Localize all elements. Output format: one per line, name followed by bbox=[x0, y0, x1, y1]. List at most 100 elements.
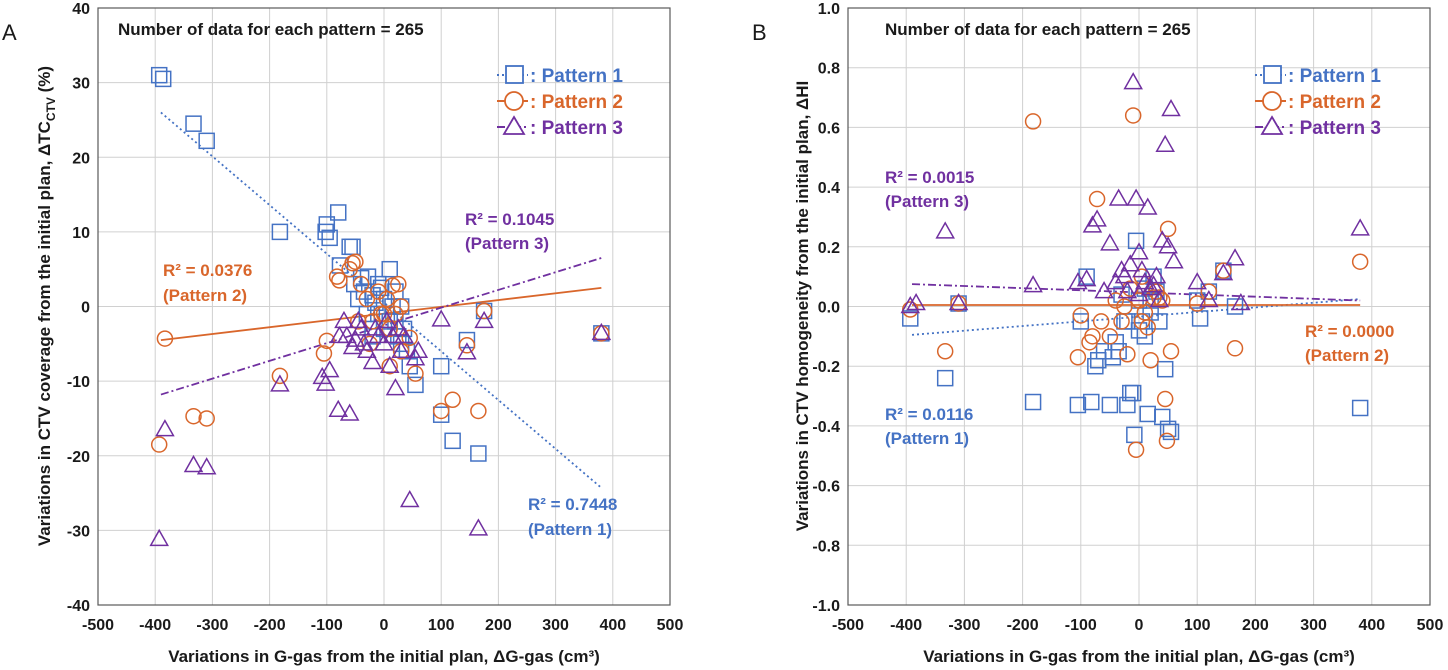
panel-label-a: A bbox=[2, 20, 17, 45]
data-point-pattern-1 bbox=[329, 204, 347, 221]
r2-pattern-label-pattern-1: (Pattern 1) bbox=[528, 520, 612, 539]
legend-triangle-marker-icon bbox=[502, 115, 526, 135]
x-tick-label: -400 bbox=[890, 617, 922, 634]
legend-b: : Pattern 1 : Pattern 2 : Pattern 3 bbox=[1255, 65, 1381, 139]
data-point-pattern-3 bbox=[345, 329, 366, 347]
data-point-pattern-3 bbox=[334, 310, 354, 329]
data-point-pattern-2 bbox=[1139, 319, 1156, 336]
data-point-pattern-3 bbox=[1105, 272, 1126, 290]
data-point-pattern-1 bbox=[1101, 396, 1119, 414]
legend-square-marker-icon bbox=[505, 65, 524, 84]
chart-panel-b: B -500 -400 -300 -200 -100 0 100 200 300 400 500 -… bbox=[752, 1, 1443, 666]
data-point-pattern-3 bbox=[935, 221, 955, 239]
data-point-pattern-3 bbox=[319, 360, 340, 378]
y-tick-label: -30 bbox=[67, 523, 90, 540]
trendline-pattern-1 bbox=[160, 111, 602, 489]
data-point-pattern-2 bbox=[1162, 343, 1180, 360]
data-point-pattern-1 bbox=[1126, 426, 1143, 444]
data-point-pattern-2 bbox=[271, 367, 289, 385]
x-tick-label: 200 bbox=[1242, 617, 1269, 634]
y-tick-label: -0.8 bbox=[812, 538, 840, 555]
data-point-pattern-1 bbox=[1154, 408, 1171, 426]
data-point-pattern-3 bbox=[1076, 269, 1097, 287]
data-point-pattern-2 bbox=[344, 254, 361, 272]
y-tick-label: 0.4 bbox=[818, 180, 840, 197]
data-point-pattern-3 bbox=[1087, 209, 1107, 227]
x-tick-label: 400 bbox=[599, 617, 626, 634]
data-point-pattern-3 bbox=[339, 403, 360, 421]
data-point-pattern-3 bbox=[183, 454, 204, 473]
data-point-pattern-2 bbox=[1158, 432, 1176, 450]
data-point-pattern-2 bbox=[390, 275, 407, 293]
data-point-pattern-2 bbox=[331, 272, 348, 289]
data-point-pattern-3 bbox=[328, 399, 349, 417]
data-point-pattern-3 bbox=[385, 378, 406, 396]
data-point-pattern-3 bbox=[457, 342, 477, 360]
data-point-pattern-1 bbox=[185, 115, 202, 132]
data-point-pattern-1 bbox=[150, 66, 168, 84]
x-tick-label: 200 bbox=[485, 617, 512, 634]
data-point-pattern-3 bbox=[1100, 233, 1120, 251]
data-point-pattern-2 bbox=[1188, 295, 1206, 312]
data-point-pattern-3 bbox=[315, 373, 336, 391]
r2-label-pattern-1: R² = 0.0116 bbox=[885, 405, 973, 424]
data-point-pattern-3 bbox=[155, 419, 175, 437]
data-point-pattern-3 bbox=[196, 457, 217, 475]
r2-label-pattern-2: R² = 0.0376 bbox=[163, 261, 252, 280]
data-point-pattern-3 bbox=[1123, 72, 1143, 90]
data-point-pattern-2 bbox=[347, 253, 364, 270]
data-point-pattern-3 bbox=[408, 340, 429, 359]
y-tick-label: -0.4 bbox=[812, 419, 840, 436]
x-tick-label: -100 bbox=[311, 617, 343, 634]
data-point-pattern-1 bbox=[1151, 313, 1168, 330]
data-point-pattern-3 bbox=[1082, 215, 1103, 233]
data-point-pattern-3 bbox=[591, 322, 612, 341]
data-point-pattern-3 bbox=[1143, 275, 1164, 293]
data-point-pattern-3 bbox=[1126, 188, 1146, 206]
data-point-pattern-3 bbox=[1158, 236, 1178, 254]
data-point-pattern-1 bbox=[407, 376, 424, 394]
data-point-pattern-3 bbox=[1231, 292, 1251, 311]
data-point-pattern-3 bbox=[149, 528, 169, 547]
data-point-pattern-1 bbox=[1139, 405, 1156, 423]
r2-label-pattern-2: R² = 0.0000 bbox=[1305, 322, 1394, 341]
data-point-pattern-2 bbox=[407, 365, 424, 382]
y-tick-label: -40 bbox=[67, 598, 90, 615]
data-point-pattern-1 bbox=[1226, 298, 1244, 315]
data-point-pattern-3 bbox=[1094, 281, 1114, 299]
y-axis-title-b: Variations in CTV homogeneity from the i… bbox=[793, 81, 812, 532]
x-tick-label: -200 bbox=[254, 617, 286, 634]
data-point-pattern-1 bbox=[381, 260, 398, 278]
data-point-pattern-2 bbox=[470, 402, 487, 420]
data-point-pattern-1 bbox=[1136, 328, 1154, 345]
data-point-pattern-3 bbox=[1117, 281, 1138, 299]
y-tick-label: -1.0 bbox=[812, 598, 840, 615]
x-tick-label: 100 bbox=[1184, 617, 1211, 634]
x-tick-label: 300 bbox=[1300, 617, 1327, 634]
y-tick-label: 0.6 bbox=[818, 120, 840, 137]
x-axis-title-b: Variations in G-gas from the initial pla… bbox=[923, 647, 1355, 666]
data-point-pattern-3 bbox=[1023, 275, 1043, 293]
plot-frame-a bbox=[97, 7, 671, 606]
y-tick-label: -0.2 bbox=[812, 359, 840, 376]
legend-circle-marker-icon bbox=[1262, 91, 1282, 111]
data-point-pattern-3 bbox=[379, 355, 400, 373]
x-tick-label: 500 bbox=[657, 617, 684, 634]
r2-pattern-label-pattern-2: (Pattern 2) bbox=[163, 286, 247, 305]
data-point-pattern-1 bbox=[444, 432, 461, 450]
data-point-pattern-3 bbox=[948, 292, 969, 311]
y-tick-labels-b: -1.0 -0.8 -0.6 -0.4 -0.2 0.0 0.2 0.4 0.6 0.8 1.0 bbox=[812, 1, 840, 615]
data-point-pattern-3 bbox=[1164, 251, 1184, 269]
data-point-pattern-2 bbox=[198, 410, 215, 427]
data-point-pattern-2 bbox=[352, 275, 370, 293]
data-point-pattern-2 bbox=[358, 290, 376, 308]
sample-count-note-b: Number of data for each pattern = 265 bbox=[885, 20, 1191, 39]
y-tick-label: -0.6 bbox=[812, 479, 840, 496]
data-point-pattern-3 bbox=[377, 310, 397, 329]
x-tick-label: 400 bbox=[1358, 617, 1385, 634]
legend-a: : Pattern 1 : Pattern 2 : Pattern 3 bbox=[497, 65, 623, 139]
data-point-pattern-3 bbox=[1161, 98, 1181, 117]
legend-label-pattern-3: : Pattern 3 bbox=[530, 118, 623, 139]
data-point-pattern-3 bbox=[362, 351, 383, 370]
